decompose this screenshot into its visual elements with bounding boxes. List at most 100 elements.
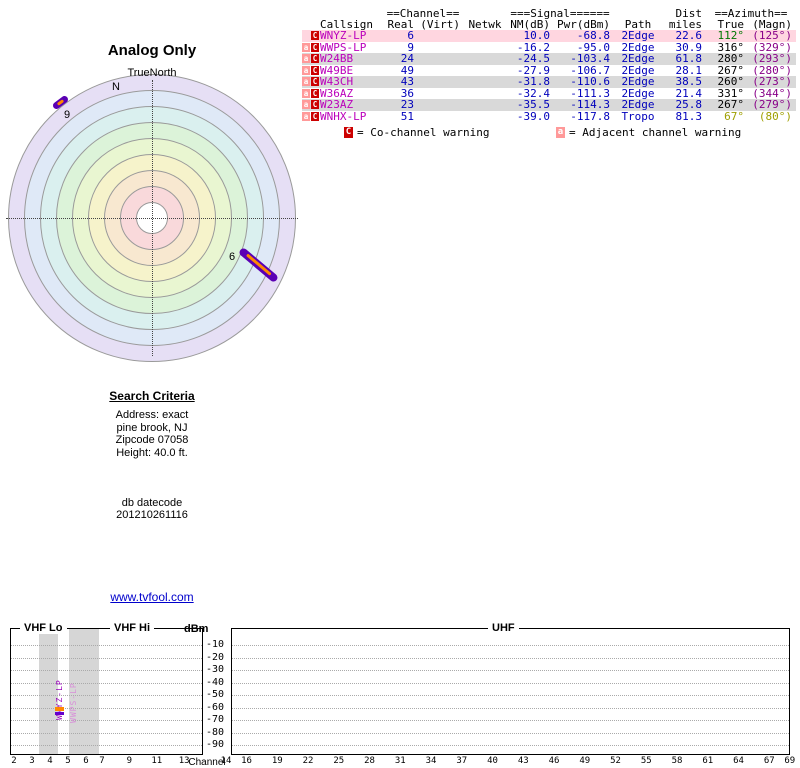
table-row[interactable]: a C W36AZ 36 -32.4 -111.3 2Edge 21.4 331° (344°) (302, 88, 796, 100)
gridline (232, 645, 789, 646)
cell-virt (418, 99, 464, 111)
cell-netwk (464, 99, 506, 111)
cell-magn: (80°) (758, 110, 792, 122)
gridline (11, 645, 202, 646)
cell-path: 2Edge (621, 53, 655, 65)
channel-tick-label: 46 (548, 756, 560, 766)
group-header-azimuth: ==Azimuth== (714, 8, 788, 19)
cell-path: 2Edge (621, 76, 655, 88)
cell-true: 267° (717, 64, 745, 76)
gridline (232, 670, 789, 671)
table-row[interactable]: a C W43CH 43 -31.8 -110.6 2Edge 38.5 260° (273°) (302, 76, 796, 88)
y-tick-label: -60 (205, 701, 224, 713)
legend-badge-a: a (556, 127, 565, 138)
channel-tick-label: 4 (47, 756, 53, 766)
channel-tick-label: 25 (333, 756, 345, 766)
legend-badge-C: C (344, 127, 353, 138)
search-line (64, 472, 240, 485)
cell-miles: 25.8 (675, 99, 703, 111)
north-label: N (112, 81, 120, 93)
search-line: 201210261116 (116, 509, 188, 521)
spacer (614, 8, 662, 19)
uhf-chart-box (231, 628, 790, 755)
col-header-true: True (717, 19, 745, 30)
gridline (11, 657, 202, 659)
cell-miles: 22.6 (675, 30, 703, 42)
cell-miles: 61.8 (675, 53, 703, 65)
col-header-miles: miles (668, 19, 702, 30)
cell-real: 49 (400, 64, 414, 76)
adjacent-channel-badge: a (302, 100, 310, 110)
cell-pwr: -106.7 (570, 64, 610, 76)
channel-tick-label: 40 (487, 756, 498, 766)
cell-magn: (344°) (752, 87, 792, 99)
table-row[interactable]: a C WWPS-LP 9 -16.2 -95.0 2Edge 30.9 316° (329°) (302, 42, 796, 54)
co-channel-badge: C (311, 77, 319, 87)
table-row[interactable]: a C WNHX-LP 51 -39.0 -117.8 Tropo 81.3 67° (80°) (302, 111, 796, 123)
adjacent-channel-badge: a (302, 111, 310, 121)
channel-axis: 2 3 4 5 6 7 9 11 13 14 16 19 22 25 28 31 34 37 40 43 46 49 52 5… (0, 756, 800, 768)
cell-miles: 30.9 (675, 41, 703, 53)
table-row[interactable]: C WNYZ-LP 6 10.0 -68.8 2Edge 22.6 112° (125°) (302, 30, 796, 42)
gridline (11, 732, 202, 734)
cell-callsign: W23AZ (320, 99, 354, 111)
crosshair-vertical (152, 80, 153, 356)
cell-miles: 38.5 (675, 76, 703, 88)
search-line: db datecode (121, 496, 183, 509)
channel-tick-label: 3 (29, 756, 35, 766)
gridline (232, 720, 789, 721)
radar-subtitle: TrueNorth (127, 67, 177, 79)
cell-virt (418, 30, 464, 42)
gridline (232, 745, 789, 746)
cell-true: 112° (717, 30, 745, 42)
spacer (302, 8, 382, 19)
channel-tick-label: 22 (302, 756, 314, 766)
y-tick-label: -90 (205, 739, 224, 750)
channel-tick-label: 49 (579, 756, 591, 766)
channel-tick-label: 67 (763, 756, 775, 766)
spacer (302, 19, 320, 30)
table-body: C WNYZ-LP 6 10.0 -68.8 2Edge 22.6 112° (125°) a C W… (302, 30, 796, 122)
col-header-magn: (Magn) (752, 19, 792, 30)
cell-pwr: -111.3 (570, 87, 610, 99)
cell-netwk (464, 76, 506, 88)
search-criteria: Search Criteria Address: exact pine brook… (64, 389, 240, 522)
cell-nm: -39.0 (516, 110, 550, 122)
channel-tick-label: 31 (394, 756, 406, 766)
cell-virt (418, 111, 464, 123)
cell-magn: (293°) (752, 53, 792, 65)
cell-callsign: WNYZ-LP (320, 30, 367, 42)
gridline (11, 707, 202, 709)
signal-table: ==Channel== ===Signal====== Dist ==Azimu… (302, 8, 796, 122)
cell-virt (418, 76, 464, 88)
co-channel-badge: C (311, 65, 319, 75)
cell-netwk (464, 88, 506, 100)
col-header-pwr: Pwr(dBm) (557, 19, 610, 30)
cell-real: 43 (400, 76, 414, 88)
co-channel-badge: C (311, 88, 319, 98)
signal-level-tick-purple (55, 712, 64, 715)
table-row[interactable]: a C W24BB 24 -24.5 -103.4 2Edge 61.8 280° (293°) (302, 53, 796, 65)
warning-legend: C = Co-channel warning a = Adjacent channel… (302, 126, 796, 140)
cell-pwr: -117.8 (570, 110, 610, 122)
cell-callsign: WNHX-LP (320, 110, 367, 122)
cell-magn: (273°) (752, 76, 792, 88)
dbm-axis-label: dBm (184, 623, 209, 635)
channel-tick-label: 43 (517, 756, 529, 766)
channel-tick-label: 34 (425, 756, 437, 766)
table-row[interactable]: a C W49BE 49 -27.9 -106.7 2Edge 28.1 267° (280°) (302, 65, 796, 77)
col-header-virt: (Virt) (420, 19, 460, 30)
cell-virt (418, 42, 464, 54)
table-row[interactable]: a C W23AZ 23 -35.5 -114.3 2Edge 25.8 267° (279°) (302, 99, 796, 111)
tvfool-link[interactable]: www.tvfool.com (110, 590, 194, 604)
uhf-section-label: UHF (488, 622, 519, 634)
channel-tick-label: 19 (271, 756, 283, 766)
vhf-hi-section-label: VHF Hi (110, 622, 155, 634)
cell-miles: 28.1 (675, 64, 703, 76)
cell-path: Tropo (621, 110, 655, 122)
gridline (11, 695, 202, 696)
